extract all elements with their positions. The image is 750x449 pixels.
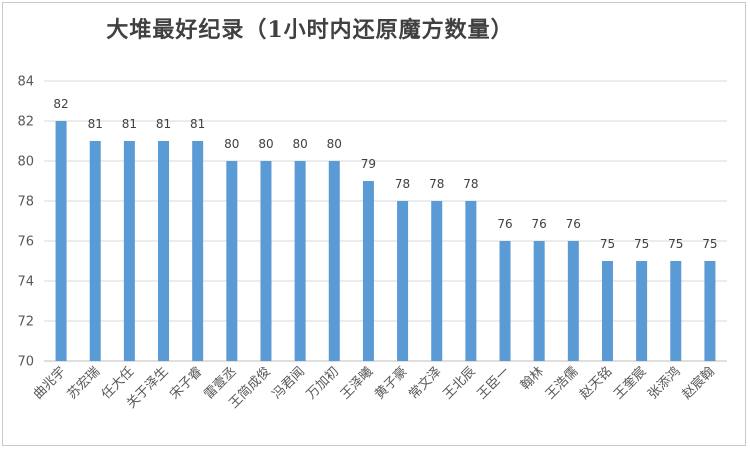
y-tick-label: 74: [17, 275, 34, 290]
x-tick-label: 翰林: [518, 364, 547, 393]
data-label: 78: [463, 177, 478, 191]
data-label: 75: [634, 237, 649, 251]
y-tick-label: 78: [17, 195, 34, 210]
data-label: 82: [53, 97, 68, 111]
x-tick-label: 赵天铭: [577, 364, 615, 402]
chart-title: 大堆最好纪录（1小时内还原魔方数量）: [106, 17, 514, 43]
x-tick-label: 王北辰: [441, 364, 479, 402]
x-tick-label: 宋子睿: [167, 364, 205, 402]
x-tick-label: 王浩儒: [543, 364, 581, 402]
data-label: 80: [327, 137, 342, 151]
y-tick-label: 76: [17, 235, 34, 250]
bar: [89, 141, 101, 361]
data-label: 75: [600, 237, 615, 251]
data-label: 80: [258, 137, 273, 151]
bar: [328, 161, 340, 361]
bar: [158, 141, 170, 361]
bar: [123, 141, 135, 361]
x-tick-label: 冯君闻: [270, 364, 308, 402]
x-tick-label: 王臣一: [475, 364, 513, 402]
bar: [260, 161, 272, 361]
bar: [670, 261, 682, 361]
y-tick-label: 72: [17, 315, 34, 330]
bar: [226, 161, 238, 361]
x-tick-label: 王奎宸: [611, 364, 650, 403]
bar: [397, 201, 409, 361]
data-label: 80: [292, 137, 307, 151]
bar: [704, 261, 716, 361]
bar: [55, 121, 67, 361]
x-tick-label: 万加初: [304, 364, 342, 402]
bars: [55, 121, 716, 361]
x-tick-label: 张添鸿: [645, 364, 684, 403]
x-axis-ticks: 曲兆宇苏宏瑞任大任关于泽生宋子睿雷壹丞王简成俊冯君闻万加初王泽曦黄子豪常文泽王北…: [31, 364, 718, 412]
data-label: 81: [122, 117, 137, 131]
bar: [192, 141, 204, 361]
bar: [499, 241, 511, 361]
bar: [533, 241, 545, 361]
data-label: 81: [156, 117, 171, 131]
data-labels: 82 81 81 81 81 80 80 80 80 79 78 78 78 76 76 76 75 75 75 75: [53, 97, 717, 251]
x-tick-label: 常文泽: [406, 364, 444, 402]
data-label: 79: [361, 157, 376, 171]
y-axis-ticks: 70 72 74 76 78 80 82 84: [17, 75, 34, 370]
data-label: 75: [668, 237, 683, 251]
x-tick-label: 曲兆宇: [31, 364, 69, 402]
bar: [431, 201, 443, 361]
y-tick-label: 82: [17, 115, 34, 130]
data-label: 78: [429, 177, 444, 191]
data-label: 75: [702, 237, 717, 251]
bar: [601, 261, 613, 361]
gridlines: [44, 80, 727, 362]
y-tick-label: 84: [17, 75, 34, 90]
bar: [465, 201, 477, 361]
x-tick-label: 赵宸翰: [679, 364, 718, 403]
data-label: 78: [395, 177, 410, 191]
bar: [567, 241, 579, 361]
data-label: 76: [566, 217, 581, 231]
x-tick-label: 王泽曦: [337, 364, 376, 403]
x-tick-label: 黄子豪: [372, 364, 411, 403]
bar: [362, 181, 374, 361]
bar: [636, 261, 648, 361]
data-label: 76: [497, 217, 512, 231]
x-tick-label: 苏宏瑞: [64, 364, 103, 403]
y-tick-label: 70: [17, 355, 34, 370]
y-tick-label: 80: [17, 155, 34, 170]
data-label: 81: [190, 117, 205, 131]
data-label: 76: [532, 217, 547, 231]
bar: [294, 161, 306, 361]
data-label: 81: [88, 117, 103, 131]
data-label: 80: [224, 137, 239, 151]
